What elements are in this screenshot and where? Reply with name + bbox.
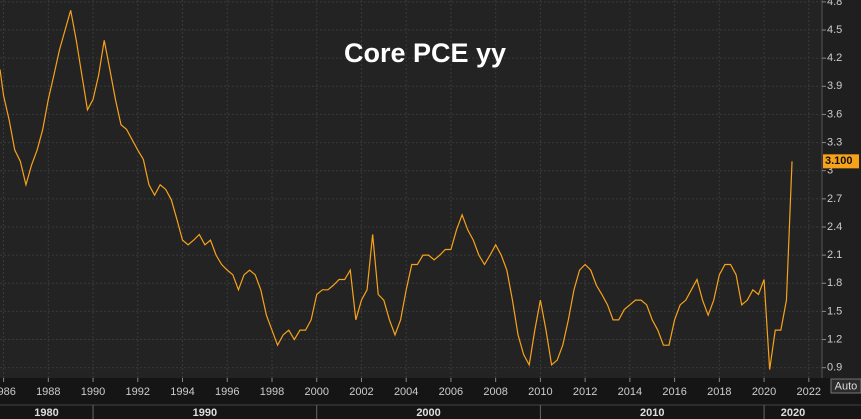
y-tick-label: 0.9 bbox=[827, 362, 842, 374]
y-tick-label: 4.2 bbox=[827, 52, 842, 64]
y-tick-label: 3.6 bbox=[827, 108, 842, 120]
decade-label: 1990 bbox=[193, 407, 217, 419]
y-tick-label: 2.7 bbox=[827, 193, 842, 205]
x-tick-label: 1988 bbox=[36, 386, 60, 398]
x-tick-label: 2002 bbox=[349, 386, 373, 398]
marks bbox=[0, 10, 793, 370]
x-tick-label: 2006 bbox=[439, 386, 463, 398]
decade-label: 1980 bbox=[34, 407, 58, 419]
y-tick-label: 2.4 bbox=[827, 221, 842, 233]
decade-label: 2000 bbox=[416, 407, 440, 419]
x-tick-label: 2020 bbox=[752, 386, 776, 398]
x-tick-label: 2016 bbox=[662, 386, 686, 398]
y-tick-label: 4.5 bbox=[827, 24, 842, 36]
y-tick-label: 1.2 bbox=[827, 333, 842, 345]
y-tick-label: 1.8 bbox=[827, 277, 842, 289]
x-tick-label: 1986 bbox=[0, 386, 16, 398]
last-value-box bbox=[823, 154, 859, 169]
y-tick-label: 4.8 bbox=[827, 0, 842, 8]
x-tick-label: 1992 bbox=[126, 386, 150, 398]
x-tick-label: 1996 bbox=[215, 386, 239, 398]
y-tick-label: 3.9 bbox=[827, 80, 842, 92]
x-tick-label: 2022 bbox=[797, 386, 821, 398]
x-tick-label: 2000 bbox=[304, 386, 328, 398]
grid bbox=[0, 0, 822, 378]
x-tick-label: 1990 bbox=[81, 386, 105, 398]
y-tick-label: 3 bbox=[827, 165, 833, 177]
auto-button-label[interactable]: Auto bbox=[835, 380, 858, 392]
data-line bbox=[0, 10, 793, 370]
decade-label: 2020 bbox=[781, 407, 805, 419]
x-tick-label: 2018 bbox=[707, 386, 731, 398]
plot-area bbox=[0, 0, 822, 378]
y-tick-label: 3.3 bbox=[827, 136, 842, 148]
auto-button[interactable] bbox=[830, 378, 861, 394]
x-tick-label: 2010 bbox=[528, 386, 552, 398]
x-tick-label: 2012 bbox=[573, 386, 597, 398]
x-tick-label: 2014 bbox=[618, 386, 642, 398]
last-value-label: 3.100 bbox=[825, 155, 853, 167]
x-axis-strip bbox=[0, 378, 861, 419]
y-tick-label: 1.5 bbox=[827, 305, 842, 317]
x-tick-label: 1994 bbox=[170, 386, 194, 398]
x-tick-label: 1998 bbox=[260, 386, 284, 398]
x-tick-label: 2004 bbox=[394, 386, 418, 398]
chart-title: Core PCE yy bbox=[344, 38, 506, 68]
decade-label: 2010 bbox=[640, 407, 664, 419]
x-tick-label: 2008 bbox=[483, 386, 507, 398]
y-tick-label: 2.1 bbox=[827, 249, 842, 261]
